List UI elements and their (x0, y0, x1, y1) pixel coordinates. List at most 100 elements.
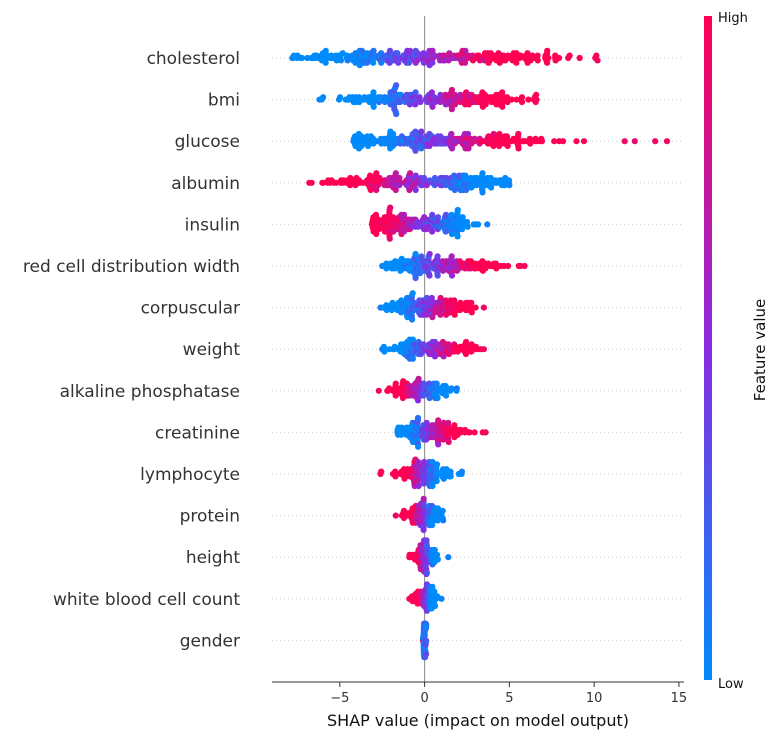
shap-point (652, 138, 659, 145)
shap-point (451, 297, 458, 304)
feature-label: height (186, 548, 241, 568)
shap-point (533, 91, 540, 98)
feature-labels: cholesterol bmi glucose albumin insulin red c… (23, 49, 240, 651)
shap-point (449, 145, 456, 152)
shap-point (448, 272, 456, 279)
shap-point (472, 304, 479, 311)
shap-point (394, 50, 401, 57)
shap-point (423, 569, 430, 577)
shap-point (484, 221, 491, 228)
shap-point (448, 211, 455, 218)
shap-point (428, 89, 435, 96)
shap-point (408, 316, 416, 323)
shap-point (437, 311, 444, 318)
feature-label: bmi (208, 91, 240, 111)
shap-point (409, 290, 416, 297)
shap-point (459, 226, 466, 233)
shap-point (333, 179, 340, 186)
shap-point (347, 174, 354, 182)
shap-point (420, 50, 427, 57)
feature-label: red cell distribution width (23, 257, 240, 277)
shap-point (475, 52, 482, 59)
feature-label: glucose (175, 132, 240, 152)
shap-point (544, 59, 551, 66)
shap-point (462, 350, 470, 358)
shap-point (475, 221, 482, 228)
shap-point (631, 138, 638, 145)
shap-point (433, 380, 440, 387)
shap-point (621, 138, 628, 145)
shap-point (469, 52, 476, 59)
shap-point (526, 135, 534, 142)
shap-point (443, 392, 450, 399)
shap-point (378, 59, 385, 66)
shap-point (414, 414, 422, 422)
shap-point (414, 50, 421, 57)
shap-point (431, 602, 439, 610)
shap-point (337, 57, 345, 64)
shap-point (499, 89, 506, 96)
shap-point (417, 98, 424, 106)
shap-point (515, 145, 522, 152)
feature-label: albumin (171, 174, 240, 194)
shap-point (380, 343, 387, 350)
x-tick-label: 0 (420, 691, 428, 706)
feature-label: protein (180, 507, 240, 527)
shap-point (373, 186, 380, 194)
feature-label: creatinine (155, 423, 240, 443)
shap-point (503, 133, 511, 140)
shap-point (454, 206, 461, 214)
shap-point (409, 355, 416, 362)
shap-point (420, 59, 427, 66)
shap-point (412, 172, 419, 179)
shap-point (308, 179, 315, 186)
colorbar-title: Feature value (751, 299, 769, 401)
shap-point (434, 517, 441, 524)
shap-point (370, 103, 377, 110)
feature-label: cholesterol (147, 49, 240, 69)
colorbar-gradient (704, 16, 712, 680)
shap-point (551, 138, 558, 145)
shap-point (322, 59, 329, 66)
shap-point (440, 436, 447, 443)
shap-point (513, 59, 520, 66)
shap-point (370, 47, 377, 54)
shap-point (521, 262, 528, 270)
shap-point (386, 47, 394, 54)
shap-point (415, 375, 422, 382)
shap-point (559, 138, 567, 145)
x-tick-label: 15 (671, 691, 688, 706)
shap-point (415, 482, 422, 490)
shap-point (496, 142, 503, 150)
shap-point (414, 458, 422, 466)
shap-point (663, 138, 671, 145)
shap-point (420, 495, 427, 502)
shap-point (499, 103, 506, 110)
shap-point (527, 140, 534, 147)
shap-point (448, 253, 455, 260)
shap-point (468, 309, 475, 316)
shap-point (393, 110, 400, 118)
shap-point (418, 128, 425, 135)
shap-point (479, 189, 486, 196)
shap-point (580, 138, 588, 145)
shap-point (395, 59, 402, 66)
shap-point (464, 130, 472, 138)
shap-point (386, 235, 393, 242)
x-axis: −5 0 5 10 15 (272, 681, 688, 706)
shap-point (396, 174, 403, 182)
shap-point (533, 96, 540, 103)
x-axis-label: SHAP value (impact on model output) (327, 711, 629, 730)
shap-point (412, 147, 419, 154)
shap-point (412, 101, 419, 108)
shap-point (445, 554, 452, 561)
shap-point (508, 96, 515, 103)
shap-point (462, 47, 469, 54)
shap-point (416, 94, 423, 101)
shap-point (431, 546, 438, 554)
shap-point (406, 186, 413, 194)
shap-point (367, 186, 374, 194)
shap-point (434, 551, 441, 558)
shap-point (429, 522, 436, 529)
